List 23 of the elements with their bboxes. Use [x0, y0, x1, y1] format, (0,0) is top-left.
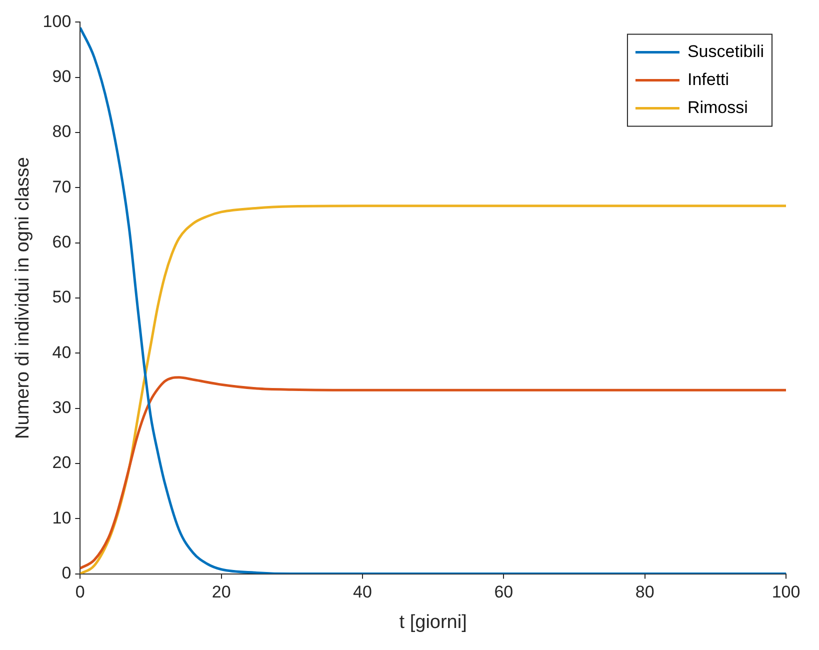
x-tick-label: 0 [75, 582, 85, 602]
y-tick-label: 40 [52, 342, 72, 362]
y-tick-label: 20 [52, 453, 72, 472]
y-tick-label: 10 [52, 508, 72, 528]
legend-label: Suscetibili [687, 42, 764, 61]
y-tick-label: 70 [52, 177, 72, 196]
x-tick-label: 100 [772, 582, 800, 602]
legend-label: Rimossi [687, 98, 748, 117]
x-axis-title: t [giorni] [399, 612, 467, 633]
y-tick-label: 90 [52, 67, 72, 86]
y-tick-label: 60 [52, 232, 72, 252]
y-axis-title: Numero di individui in ogni classe [12, 157, 34, 439]
y-tick-label: 0 [62, 563, 72, 582]
y-tick-label: 100 [42, 12, 72, 31]
x-tick-label: 20 [212, 582, 231, 602]
line-series [80, 376, 786, 570]
y-tick-label: 80 [52, 122, 72, 142]
y-tick-label: 50 [52, 288, 72, 307]
x-tick-label: 40 [353, 582, 372, 602]
legend-label: Infetti [687, 70, 730, 89]
x-tick-label: 80 [635, 582, 654, 602]
x-tick-label: 60 [494, 582, 514, 602]
y-tick-label: 30 [52, 398, 72, 418]
